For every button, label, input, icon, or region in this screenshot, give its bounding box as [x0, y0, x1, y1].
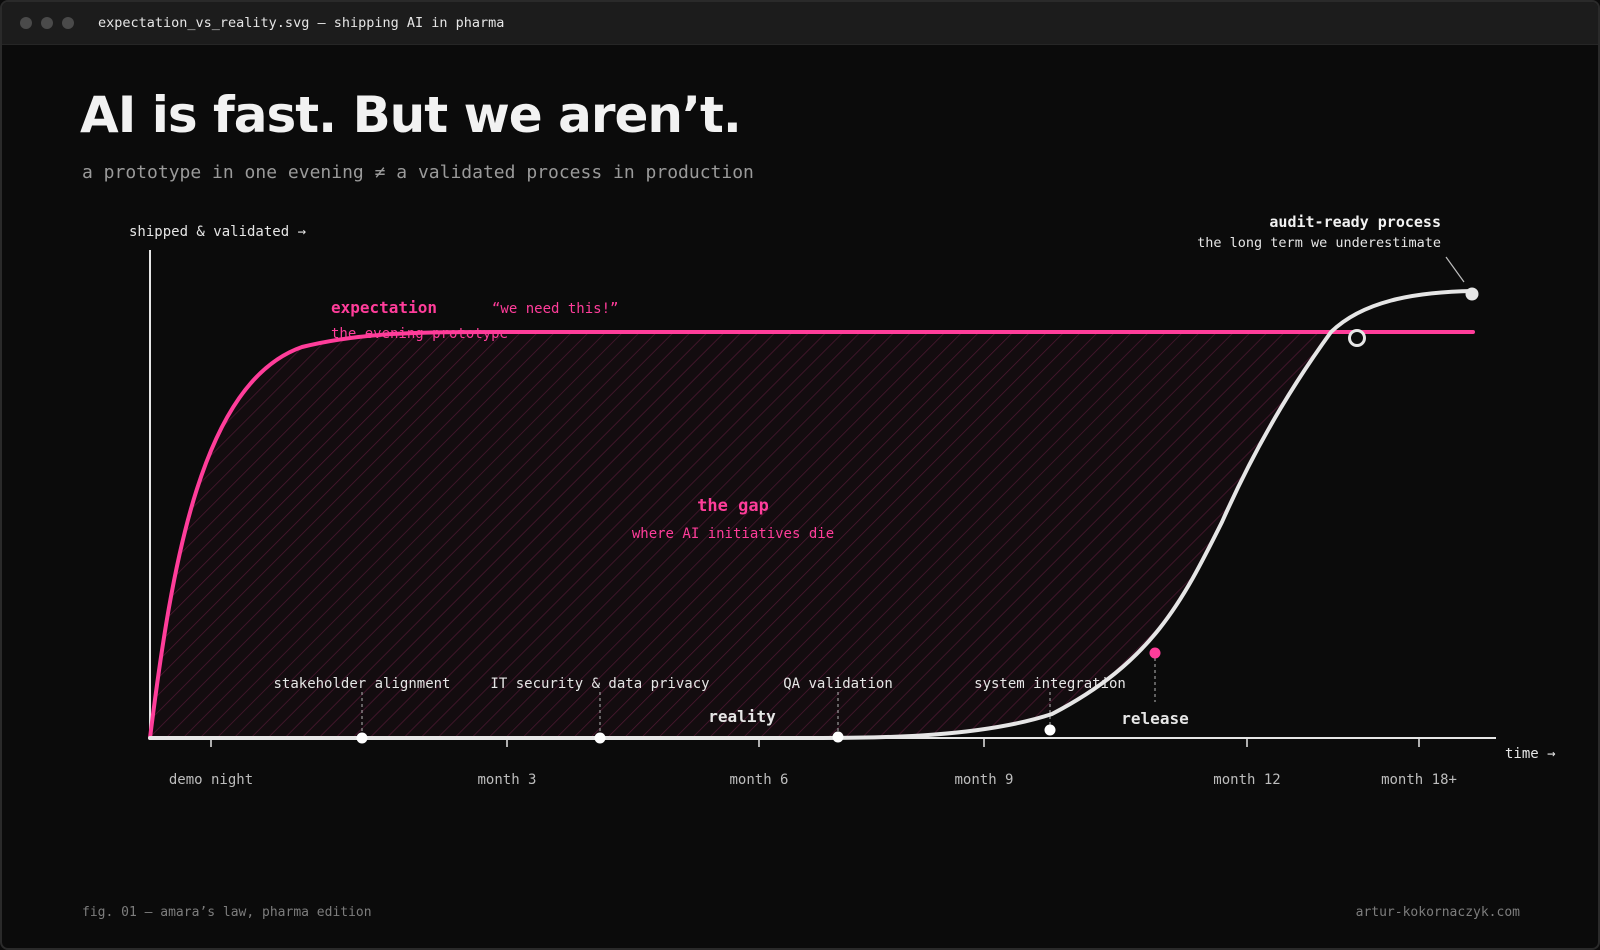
expectation-subtitle: the evening prototype [331, 326, 508, 342]
expectation-title: expectation [331, 298, 437, 317]
reality-line [148, 289, 1475, 740]
y-axis-label: shipped & validated → [129, 224, 306, 240]
gap-subtitle: where AI initiatives die [632, 526, 834, 542]
x-tick-labels: demo night month 3 month 6 month 9 month… [169, 772, 1457, 788]
close-dot-icon[interactable] [20, 17, 32, 29]
minimize-dot-icon[interactable] [41, 17, 53, 29]
milestone-label: stakeholder alignment [273, 676, 450, 692]
x-tick-label: month 12 [1213, 772, 1280, 788]
x-tick-label: month 18+ [1381, 772, 1457, 788]
x-tick-label: month 6 [729, 772, 788, 788]
audit-ready-point [1465, 287, 1479, 301]
milestone-point [832, 731, 844, 743]
milestone-point [356, 732, 368, 744]
milestone-label: QA validation [783, 676, 893, 692]
reality-label: reality [708, 707, 776, 726]
expectation-line [148, 330, 1475, 740]
milestone-point [1044, 724, 1056, 736]
zoom-dot-icon[interactable] [62, 17, 74, 29]
x-tick-label: demo night [169, 772, 253, 788]
title-bar: expectation_vs_reality.svg — shipping AI… [2, 2, 1598, 45]
gap-area [150, 332, 1331, 738]
audit-ready-title: audit-ready process [1269, 213, 1441, 231]
release-label: release [1121, 709, 1188, 728]
window-controls [20, 17, 74, 29]
x-tick-label: month 3 [477, 772, 536, 788]
gap-title: the gap [697, 496, 769, 516]
x-axis-label: time → [1505, 746, 1556, 762]
figure-caption: fig. 01 — amara’s law, pharma edition [82, 905, 372, 920]
x-tick-label: month 9 [954, 772, 1013, 788]
page-title: AI is fast. But we aren’t. [80, 86, 742, 144]
expectation-quote: “we need this!” [492, 301, 618, 317]
milestone-label: system integration [974, 676, 1126, 692]
window-title: expectation_vs_reality.svg — shipping AI… [98, 15, 505, 31]
milestone-connectors [361, 658, 1156, 734]
audit-ready-subtitle: the long term we underestimate [1197, 235, 1441, 251]
release-point [1149, 647, 1161, 659]
author-site: artur-kokornaczyk.com [1355, 905, 1520, 920]
page-subtitle: a prototype in one evening ≠ a validated… [82, 162, 754, 183]
milestone-point [594, 732, 606, 744]
crossover-point [1348, 329, 1366, 347]
audit-leader-line [1445, 256, 1465, 283]
milestone-label: IT security & data privacy [490, 676, 709, 692]
